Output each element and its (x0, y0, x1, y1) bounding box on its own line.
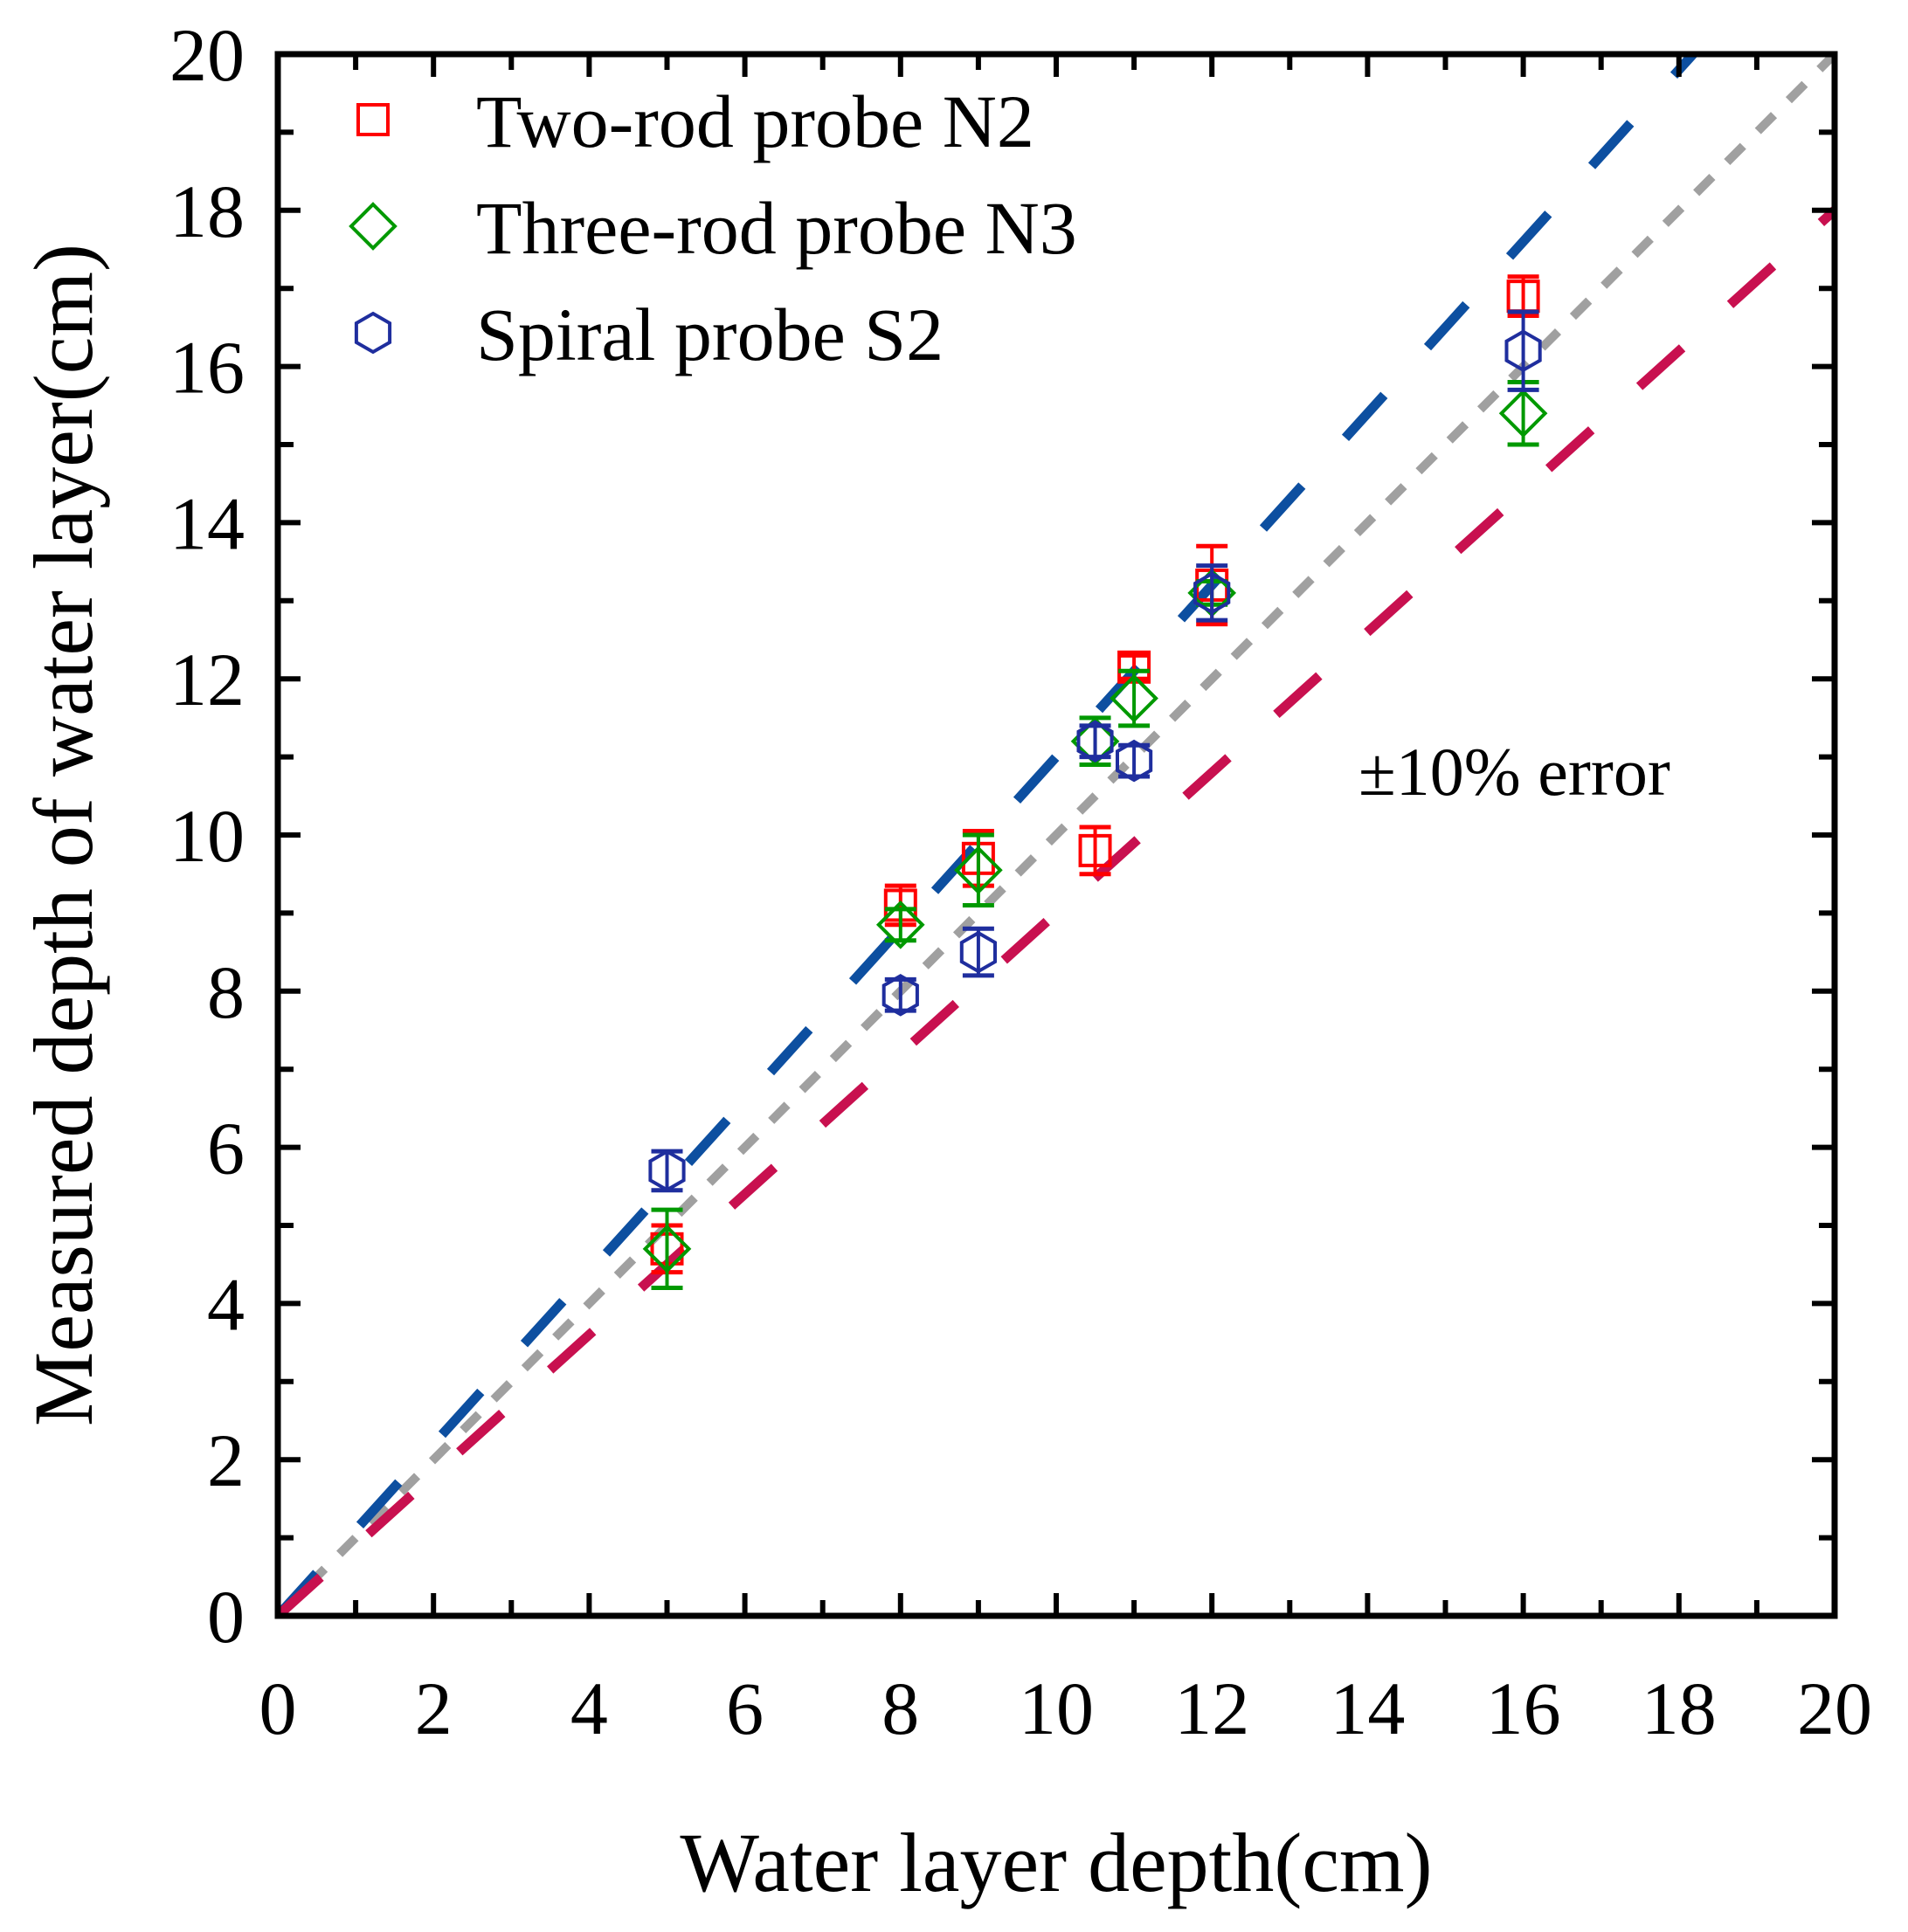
legend-marker-spiral (354, 311, 392, 355)
error-bar (1079, 723, 1111, 760)
error-bar (962, 926, 994, 978)
y-tick-label: 0 (207, 1575, 245, 1659)
x-tick-label: 0 (259, 1666, 297, 1750)
legend-marker-shape (349, 202, 398, 251)
error-bar (1118, 668, 1151, 728)
data-point (1504, 329, 1542, 373)
data-point (1116, 739, 1153, 783)
data-point (875, 900, 925, 949)
x-tick-label: 10 (1019, 1666, 1094, 1750)
data-point (959, 930, 997, 974)
legend-marker-shape (354, 311, 392, 355)
y-tick-label: 18 (169, 169, 245, 253)
error-bar (1118, 742, 1151, 779)
error-band-annotation: ±10% error (1358, 734, 1670, 810)
data-points (642, 274, 1548, 1291)
x-tick-label: 20 (1797, 1666, 1872, 1750)
x-tick-label: 16 (1486, 1666, 1561, 1750)
reference-lines (278, 54, 1835, 1616)
data-point (648, 1149, 686, 1192)
x-tick-label: 18 (1642, 1666, 1717, 1750)
legend-marker-three-rod (349, 202, 398, 251)
y-tick-label: 6 (207, 1107, 245, 1190)
y-tick-label: 10 (169, 794, 245, 878)
data-point (1498, 389, 1548, 438)
x-tick-label: 14 (1330, 1666, 1405, 1750)
data-point (1110, 673, 1158, 723)
data-point (881, 973, 919, 1017)
legend-label-spiral: Spiral probe S2 (476, 293, 944, 376)
y-tick-label: 20 (169, 13, 245, 97)
legend-marker-two-rod (356, 103, 390, 136)
y-tick-label: 16 (169, 326, 245, 410)
x-tick-label: 4 (570, 1666, 608, 1750)
axis-ticks (275, 52, 1837, 1618)
y-tick-label: 8 (207, 950, 245, 1034)
plus-ten-percent-line (278, 54, 1700, 1616)
y-tick-label: 4 (207, 1262, 245, 1346)
minus-ten-percent-line (278, 206, 1835, 1616)
error-bar (884, 976, 916, 1013)
error-bar (1507, 309, 1539, 392)
x-tick-label: 6 (726, 1666, 764, 1750)
x-axis-title: Water layer depth(cm) (680, 1816, 1432, 1909)
x-tick-label: 12 (1174, 1666, 1249, 1750)
x-tick-label: 2 (415, 1666, 453, 1750)
data-point (1076, 720, 1114, 763)
y-tick-label: 2 (207, 1418, 245, 1502)
data-point (954, 845, 1003, 895)
one-to-one-line (278, 54, 1835, 1616)
legend: Two-rod probe N2 Three-rod probe N3 Spir… (349, 79, 1077, 376)
legend-label-two-rod: Two-rod probe N2 (476, 79, 1034, 163)
y-tick-label: 14 (169, 481, 245, 565)
data-point (642, 1224, 692, 1273)
y-axis-title: Measured depth of water layer(cm) (17, 244, 110, 1426)
legend-label-three-rod: Three-rod probe N3 (476, 186, 1077, 270)
data-point (1193, 571, 1231, 615)
series-hexagon (648, 309, 1542, 1193)
data-point (1070, 716, 1120, 766)
x-tick-label: 8 (881, 1666, 919, 1750)
legend-marker-shape (356, 103, 390, 136)
error-bar (884, 907, 916, 943)
y-tick-label: 12 (169, 638, 245, 721)
data-point (1078, 833, 1112, 867)
error-bar (651, 1207, 683, 1291)
y-tick-labels: 0 2 4 6 8 10 12 14 16 18 20 (169, 13, 245, 1659)
x-tick-labels: 0 2 4 6 8 10 12 14 16 18 20 (259, 1666, 1873, 1750)
